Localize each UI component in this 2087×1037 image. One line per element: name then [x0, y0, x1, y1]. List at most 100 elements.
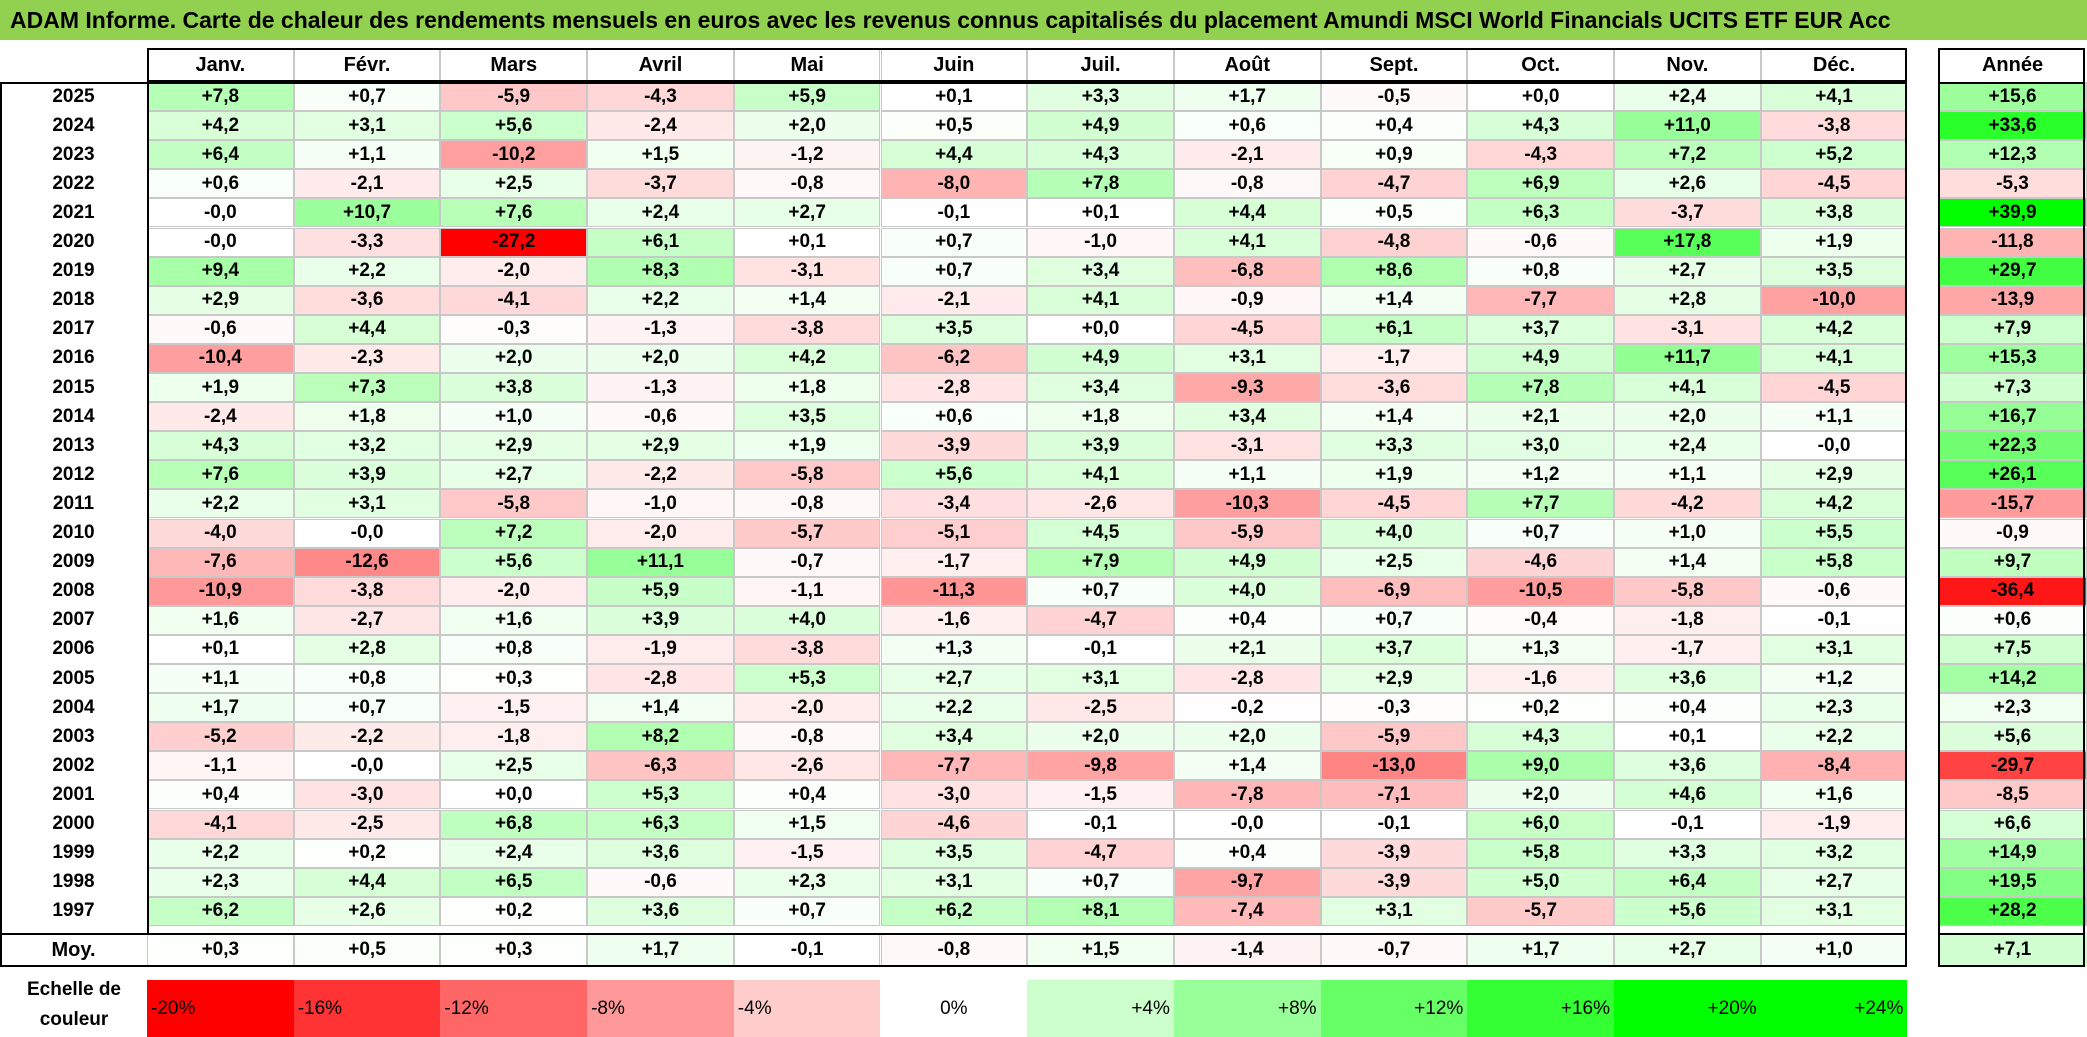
- heatmap-cell: +1,4: [1614, 547, 1761, 577]
- heatmap-cell: -3,0: [880, 780, 1028, 810]
- heatmap-cell: +0,7: [1467, 518, 1614, 548]
- heatmap-cell: +7,8: [147, 82, 294, 112]
- legend-cell: +4%: [1027, 980, 1174, 1037]
- year-total-cell: -29,7: [1938, 751, 2087, 781]
- year-total-cell: +5,6: [1938, 722, 2087, 752]
- heatmap-cell: +5,6: [880, 460, 1028, 490]
- heatmap-cell: +4,1: [1760, 343, 1908, 373]
- column-header: Août: [1173, 48, 1321, 82]
- heatmap-cell: +1,6: [1760, 780, 1908, 810]
- heatmap-cell: -3,6: [1320, 373, 1468, 403]
- column-header: Janv.: [147, 48, 294, 82]
- heatmap-cell: +0,0: [1467, 82, 1614, 112]
- year-total-cell: +7,5: [1938, 634, 2087, 664]
- heatmap-cell: -3,3: [293, 227, 441, 257]
- average-cell: +1,0: [1760, 933, 1908, 967]
- row-label: 1999: [0, 838, 147, 868]
- heatmap-cell: -5,8: [440, 489, 588, 519]
- heatmap-cell: +3,6: [587, 896, 734, 926]
- heatmap-cell: -1,5: [1027, 780, 1174, 810]
- heatmap-cell: -10,3: [1173, 489, 1321, 519]
- heatmap-cell: +5,0: [1467, 867, 1614, 897]
- heatmap-cell: +7,2: [440, 518, 588, 548]
- year-total-cell: +15,3: [1938, 343, 2087, 373]
- year-total-cell: +6,6: [1938, 809, 2087, 839]
- heatmap-cell: +4,0: [1320, 518, 1468, 548]
- heatmap-cell: -7,1: [1320, 780, 1468, 810]
- heatmap-cell: +3,1: [1027, 664, 1174, 694]
- heatmap-cell: +0,1: [1027, 198, 1174, 228]
- heatmap-cell: +2,5: [440, 751, 588, 781]
- heatmap-cell: +0,1: [147, 634, 294, 664]
- heatmap-cell: -0,6: [147, 314, 294, 344]
- heatmap-cell: +7,9: [1027, 547, 1174, 577]
- heatmap-cell: -6,8: [1173, 256, 1321, 286]
- heatmap-cell: -4,7: [1027, 838, 1174, 868]
- heatmap-cell: +1,4: [1320, 402, 1468, 432]
- heatmap-cell: +4,2: [1760, 314, 1908, 344]
- year-total-cell: -5,3: [1938, 169, 2087, 199]
- heatmap-cell: -13,0: [1320, 751, 1468, 781]
- heatmap-cell: +5,9: [587, 576, 734, 606]
- heatmap-cell: +3,9: [587, 605, 734, 635]
- heatmap-cell: +3,4: [1027, 373, 1174, 403]
- heatmap-cell: -7,7: [1467, 285, 1614, 315]
- heatmap-cell: +7,8: [1467, 373, 1614, 403]
- heatmap-cell: +4,4: [1173, 198, 1321, 228]
- heatmap-cell: +2,6: [293, 896, 441, 926]
- heatmap-cell: +4,9: [1027, 111, 1174, 141]
- heatmap-cell: +0,1: [880, 82, 1028, 112]
- heatmap-cell: +0,8: [440, 634, 588, 664]
- row-label: 2020: [0, 227, 147, 257]
- heatmap-cell: +0,3: [440, 664, 588, 694]
- heatmap-cell: -3,8: [733, 634, 881, 664]
- heatmap-cell: +1,0: [1614, 518, 1761, 548]
- row-label: 2002: [0, 751, 147, 781]
- heatmap-cell: -0,0: [147, 198, 294, 228]
- heatmap-cell: -2,1: [293, 169, 441, 199]
- heatmap-cell: +4,6: [1614, 780, 1761, 810]
- heatmap-cell: +6,8: [440, 809, 588, 839]
- row-label: 2023: [0, 140, 147, 170]
- heatmap-cell: +7,7: [1467, 489, 1614, 519]
- heatmap-cell: +0,0: [1027, 314, 1174, 344]
- heatmap-cell: +5,6: [440, 547, 588, 577]
- average-row-label: Moy.: [0, 933, 147, 967]
- heatmap-cell: +2,0: [733, 111, 881, 141]
- heatmap-cell: +1,5: [587, 140, 734, 170]
- heatmap-cell: +11,0: [1614, 111, 1761, 141]
- heatmap-cell: +0,7: [880, 227, 1028, 257]
- heatmap-cell: -10,0: [1760, 285, 1908, 315]
- heatmap-cell: -3,1: [733, 256, 881, 286]
- heatmap-cell: -0,8: [733, 169, 881, 199]
- heatmap-cell: +2,4: [1614, 82, 1761, 112]
- heatmap-cell: +2,4: [1614, 431, 1761, 461]
- heatmap-cell: -4,5: [1320, 489, 1468, 519]
- heatmap-cell: +1,1: [1760, 402, 1908, 432]
- column-header: Avril: [587, 48, 734, 82]
- heatmap-cell: +6,9: [1467, 169, 1614, 199]
- heatmap-cell: -1,0: [587, 489, 734, 519]
- legend-cell: -16%: [293, 980, 441, 1037]
- heatmap-cell: +0,7: [880, 256, 1028, 286]
- heatmap-cell: +0,8: [293, 664, 441, 694]
- heatmap-cell: -3,1: [1173, 431, 1321, 461]
- heatmap-cell: +2,7: [1760, 867, 1908, 897]
- row-label: 2011: [0, 489, 147, 519]
- heatmap-cell: +1,2: [1467, 460, 1614, 490]
- heatmap-cell: -10,9: [147, 576, 294, 606]
- heatmap-cell: +2,1: [1467, 402, 1614, 432]
- heatmap-cell: -4,0: [147, 518, 294, 548]
- heatmap-cell: -2,1: [1173, 140, 1321, 170]
- heatmap-cell: +1,9: [147, 373, 294, 403]
- heatmap-cell: +5,2: [1760, 140, 1908, 170]
- heatmap-cell: +2,1: [1173, 634, 1321, 664]
- average-cell: +0,5: [293, 933, 441, 967]
- average-cell: -0,7: [1320, 933, 1468, 967]
- legend-cell: +12%: [1320, 980, 1468, 1037]
- row-label: 2009: [0, 547, 147, 577]
- heatmap-cell: -3,1: [1614, 314, 1761, 344]
- heatmap-cell: +1,0: [440, 402, 588, 432]
- heatmap-cell: -2,0: [440, 576, 588, 606]
